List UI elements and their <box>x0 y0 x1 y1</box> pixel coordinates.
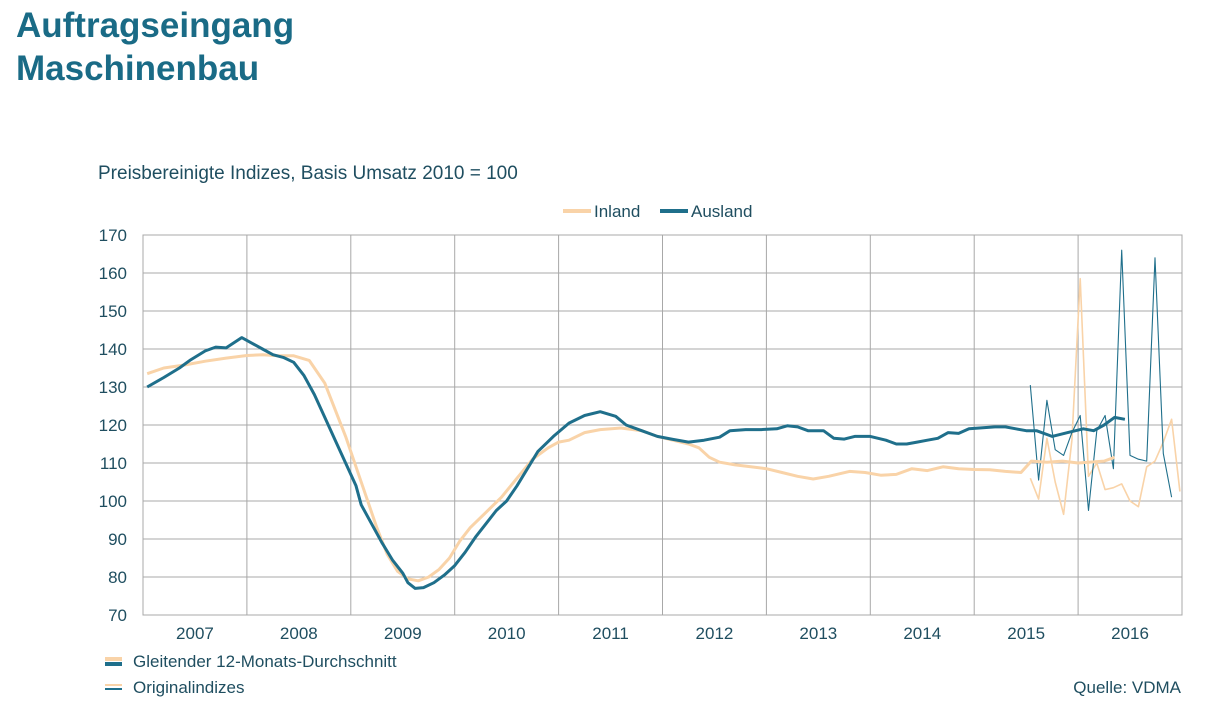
x-tick-label: 2007 <box>176 624 214 643</box>
series-line-ausland-smoothed <box>146 336 1126 590</box>
y-tick-label: 130 <box>99 378 127 397</box>
x-tick-label: 2016 <box>1111 624 1149 643</box>
chart-legend: Inland Ausland <box>563 202 752 221</box>
note-smoothed: Gleitender 12-Monats-Durchschnitt <box>133 652 397 671</box>
y-tick-label: 170 <box>99 226 127 245</box>
series-line-inland-smoothed <box>146 353 1116 583</box>
y-tick-label: 90 <box>108 530 127 549</box>
original-swatch-inland <box>105 684 122 686</box>
original-swatch-ausland <box>105 688 122 690</box>
legend-label-ausland: Ausland <box>691 202 752 221</box>
y-tick-label: 110 <box>100 454 127 473</box>
x-tick-label: 2008 <box>280 624 318 643</box>
y-tick-label: 100 <box>99 492 127 511</box>
chart-axes: 70 80 90 100 110 120 130 140 150 160 170 2007 2008 20… <box>99 226 1149 643</box>
x-tick-label: 2011 <box>592 624 629 643</box>
chart-subtitle: Preisbereinigte Indizes, Basis Umsatz 20… <box>98 163 518 184</box>
title-line-2: Maschinenbau <box>16 49 260 88</box>
y-tick-label: 80 <box>108 568 127 587</box>
legend-label-inland: Inland <box>594 202 640 221</box>
title-line-1: Auftragseingang <box>16 6 295 45</box>
y-tick-label: 140 <box>99 340 127 359</box>
chart-series <box>146 249 1181 590</box>
x-tick-label: 2013 <box>799 624 837 643</box>
y-tick-label: 120 <box>99 416 127 435</box>
x-tick-label: 2009 <box>384 624 422 643</box>
x-tick-label: 2014 <box>903 624 941 643</box>
note-original: Originalindizes <box>133 678 245 697</box>
y-tick-label: 160 <box>99 264 127 283</box>
source-label: Quelle: VDMA <box>1073 678 1181 697</box>
y-tick-label: 70 <box>108 606 127 625</box>
smoothed-swatch-inland <box>105 657 122 661</box>
series-line-ausland-original <box>1029 249 1173 512</box>
series-line-inland-original <box>1029 277 1181 516</box>
x-tick-label: 2010 <box>488 624 526 643</box>
page-title: Auftragseingang Maschinenbau <box>16 4 294 90</box>
chart-grid <box>142 234 1183 616</box>
x-tick-label: 2012 <box>696 624 734 643</box>
y-tick-label: 150 <box>99 302 127 321</box>
x-tick-label: 2015 <box>1007 624 1045 643</box>
smoothed-swatch-ausland <box>105 662 122 666</box>
